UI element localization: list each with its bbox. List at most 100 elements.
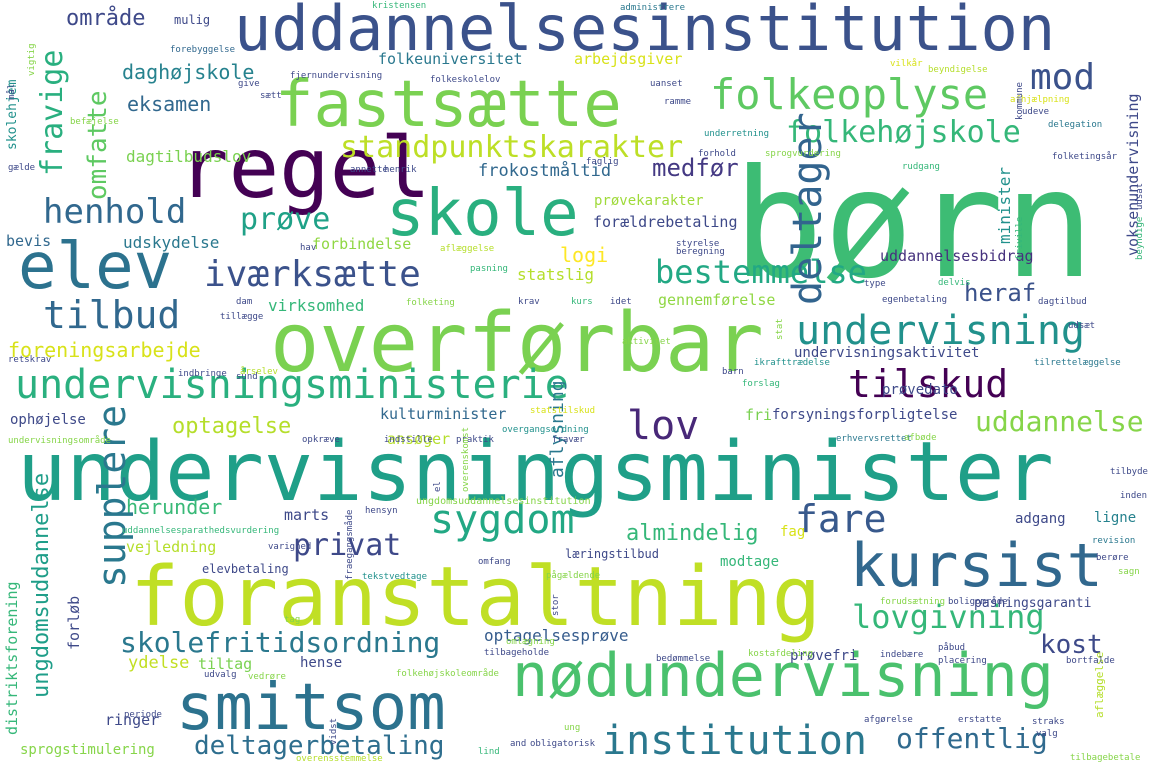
cloud-word: sprogstimulering	[20, 742, 155, 758]
cloud-word: omfang	[478, 557, 511, 567]
cloud-word: standpunktskarakter	[340, 130, 684, 165]
cloud-word: fare	[795, 497, 887, 541]
cloud-word: sætt	[260, 91, 282, 101]
cloud-word: udvalg	[204, 670, 237, 680]
cloud-word: bortfalde	[1066, 656, 1115, 666]
cloud-word: tekstvedtage	[362, 572, 428, 582]
cloud-word: fjernundervisning	[290, 71, 383, 81]
cloud-word: tilbagebetale	[1070, 753, 1141, 763]
cloud-word: ikrafttrædelse	[754, 358, 830, 368]
cloud-word: børn	[733, 138, 1095, 312]
cloud-word: uddannelse	[975, 405, 1144, 438]
cloud-word: uddannelsesinstitution	[234, 0, 1056, 65]
cloud-word: undervisningsaktivitet	[794, 345, 980, 361]
cloud-word: tilrettelæggelse	[1034, 358, 1121, 368]
cloud-word: undervisningsområde	[8, 436, 111, 446]
cloud-word: boligområde	[948, 597, 1008, 607]
cloud-word: faglig	[586, 157, 619, 167]
cloud-word: kostafdeling	[748, 649, 814, 659]
cloud-word: foreningsarbejde	[8, 338, 201, 362]
cloud-word: krav	[518, 297, 540, 307]
cloud-word: kursist	[850, 531, 1103, 601]
cloud-word: sagn	[1118, 567, 1140, 577]
cloud-word: overensstemmelse	[296, 754, 383, 764]
cloud-word: forebyggelse	[170, 45, 236, 55]
cloud-word: tillægge	[220, 312, 264, 322]
cloud-word: elevbetaling	[202, 562, 289, 576]
cloud-word: folkeuniversitet	[378, 50, 523, 68]
cloud-word: eksamen	[127, 92, 212, 116]
cloud-word: pågældende	[546, 571, 601, 581]
cloud-word: forløb	[65, 595, 83, 650]
cloud-word: prøvedato	[882, 382, 958, 398]
cloud-word: ligne	[1094, 510, 1137, 526]
cloud-word: logi	[560, 243, 609, 267]
cloud-word: delegation	[1048, 120, 1103, 130]
cloud-word: henrik	[384, 165, 417, 175]
cloud-word: modtage	[720, 554, 780, 570]
cloud-word: egenbetaling	[882, 295, 948, 305]
cloud-word: undervisningsminister	[17, 425, 1054, 520]
cloud-word: aflæggelse	[440, 244, 495, 254]
cloud-word: pasning	[470, 264, 508, 274]
cloud-word: tilbud	[43, 293, 181, 337]
cloud-word: institution	[602, 718, 867, 764]
cloud-word: uddannelsesparathedsvurdering	[122, 526, 280, 536]
cloud-word: tilbyde	[1110, 467, 1148, 477]
cloud-word: vejledning	[126, 538, 217, 556]
cloud-word: læringstilbud	[565, 547, 659, 561]
cloud-word: påbud	[938, 643, 966, 653]
cloud-word: fastsætte	[275, 68, 622, 142]
cloud-word: mulig	[174, 13, 211, 27]
cloud-word: offentlig	[896, 722, 1048, 755]
cloud-word: dam	[236, 297, 253, 307]
cloud-word: ung	[564, 723, 581, 733]
cloud-word: medfør	[652, 154, 739, 182]
cloud-word: herunder	[126, 495, 223, 519]
cloud-word: optagelse	[172, 414, 292, 439]
cloud-word: mål	[7, 83, 17, 100]
cloud-word: ringer	[105, 711, 160, 729]
cloud-word: marts	[284, 506, 330, 524]
cloud-word: revision	[1092, 536, 1136, 546]
cloud-word: retskrav	[8, 355, 52, 365]
cloud-word: lovgivning	[852, 598, 1045, 636]
cloud-word: gælde	[8, 163, 36, 173]
cloud-word: supplere	[90, 404, 134, 588]
cloud-word: deltager	[785, 112, 831, 305]
cloud-word: iværksætte	[204, 254, 421, 295]
cloud-word: regel	[178, 119, 431, 217]
cloud-word: fag	[780, 524, 806, 540]
cloud-word: lind	[478, 747, 500, 757]
cloud-word: give	[238, 79, 260, 89]
cloud-word: praktik	[456, 435, 494, 445]
cloud-word: nødundervisning	[512, 641, 1054, 711]
cloud-word: sprogvurdering	[765, 149, 841, 159]
cloud-word: ophøjelse	[10, 412, 86, 428]
cloud-word: indebære	[880, 650, 924, 660]
cloud-word: pasningsgaranti	[974, 596, 1092, 611]
cloud-word: fri	[745, 406, 773, 424]
cloud-word: kristensen	[372, 1, 427, 11]
cloud-word: kommune	[1015, 82, 1025, 120]
cloud-word: beregning	[676, 247, 725, 257]
cloud-word: vedrøre	[248, 672, 286, 682]
cloud-word: bevis	[6, 232, 52, 250]
cloud-word: frokostmåltid	[478, 161, 612, 181]
cloud-word: overgangsordning	[502, 425, 589, 435]
cloud-word: forhold	[698, 149, 736, 159]
cloud-word: vigtig	[27, 43, 37, 76]
cloud-word: sygdom	[430, 497, 575, 543]
cloud-word: overenskomst	[461, 426, 471, 492]
cloud-word: annette	[350, 165, 388, 175]
cloud-word: beyndigelse	[928, 65, 988, 75]
cloud-word: erhvervsrettet	[836, 434, 912, 444]
cloud-word: and	[510, 739, 527, 749]
cloud-word: elev	[18, 230, 173, 304]
cloud-word: erstatte	[958, 715, 1002, 725]
cloud-word: stor	[551, 594, 561, 616]
cloud-word: underretning	[704, 129, 770, 139]
cloud-word: prøvefri	[790, 648, 858, 664]
cloud-word: opkræve	[302, 435, 340, 445]
cloud-word: folkehøjskoleområde	[396, 669, 499, 679]
